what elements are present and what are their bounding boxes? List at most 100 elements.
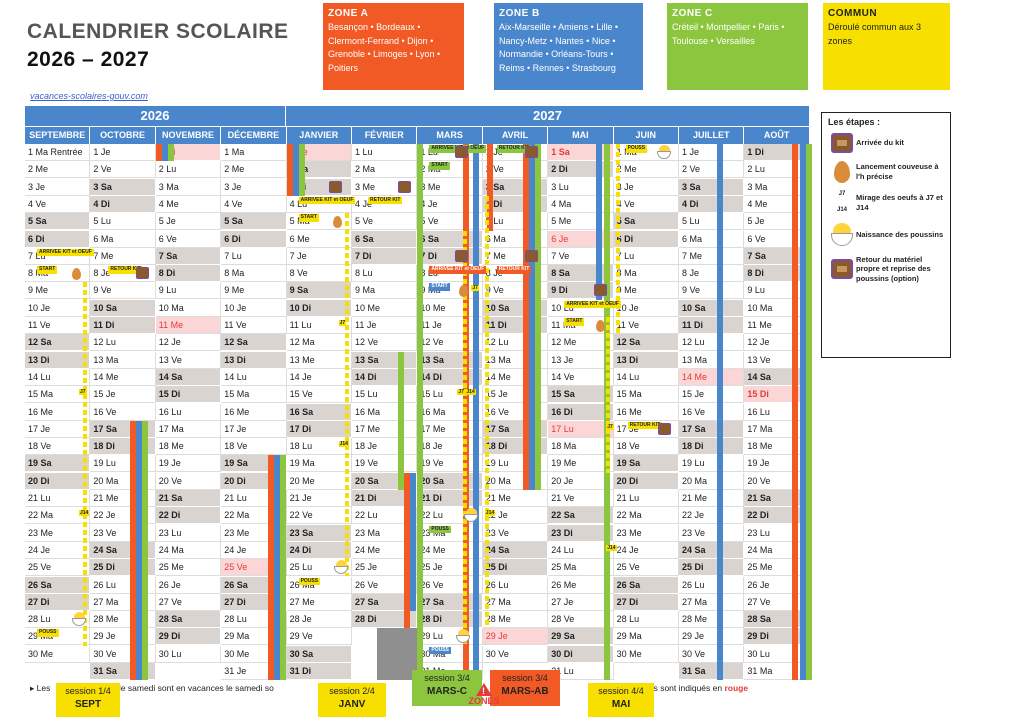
month-header-3: DÉCEMBRE [221, 127, 287, 144]
day-cell: 6 Ma [90, 230, 156, 248]
day-cell: 12 Me [548, 334, 614, 352]
legend-item-egg: Lancement couveuse à l'h précise [828, 161, 944, 183]
day-cell: 15 Di [155, 386, 222, 404]
day-cell: 6 Sa [352, 230, 418, 248]
month-header-5: FÉVRIER [352, 127, 418, 144]
day-cell: 3 Je [25, 178, 91, 196]
day-cell: 24 Ma [155, 541, 222, 559]
day-cell: 16 Me [221, 403, 287, 421]
day-cell: 23 Me [613, 524, 679, 542]
legend-title: Les étapes : [828, 117, 881, 127]
day-cell: 1 Lu [352, 144, 418, 161]
day-cell: 5 Sa [221, 213, 287, 231]
footer-note: ▸ Les urs le samedi sont en vacances le … [30, 683, 749, 693]
legend-return-text: Retour du matériel propre et reprise des… [856, 254, 931, 284]
tag-start: START [429, 162, 450, 170]
day-cell: 10 Je [221, 299, 287, 317]
day-cell: 19 Sa [613, 455, 679, 473]
day-cell: 23 Ve [679, 524, 745, 542]
day-cell: 2 Me [613, 161, 679, 179]
day-cell: 12 Je [155, 334, 222, 352]
day-cell: 4 Di [90, 195, 156, 213]
holiday-zone-bar [800, 144, 807, 681]
day-cell: 12 Lu [679, 334, 745, 352]
day-cell: 26 Je [155, 576, 222, 594]
day-cell: 14 Di [352, 368, 418, 386]
day-cell: 14 Ve [548, 368, 614, 386]
day-cell: 28 Me [482, 611, 549, 629]
kit-box-icon [455, 146, 469, 158]
session-2-label: session 2/4 [329, 686, 375, 696]
day-cell: 28 Lu [613, 611, 679, 629]
empty-cell [377, 628, 418, 681]
holiday-zone-bar [792, 144, 799, 681]
day-cell: 31 Sa [679, 663, 745, 680]
chick-icon [71, 612, 87, 627]
day-cell: 25 Ve [25, 559, 91, 577]
kit-box-icon [524, 249, 538, 262]
chick-icon [463, 508, 479, 523]
day-cell: 26 Ve [352, 576, 418, 594]
day-cell: 1 Je [679, 144, 745, 161]
day-cell: 17 Di [286, 420, 352, 438]
kit-box-icon [398, 180, 411, 193]
egg-icon [596, 320, 606, 332]
legend-item-mirage: J7 J14 Mirage des oeufs à J7 et J14 [828, 191, 944, 215]
day-cell: 23 Ve [482, 524, 549, 542]
holiday-zone-bar [292, 144, 299, 196]
day-cell: 11 Ve [25, 317, 91, 334]
mirage-marker: J7 [338, 320, 347, 326]
day-cell: 8 Ve [286, 265, 352, 283]
kit-box-icon [455, 249, 469, 262]
mirage-marker: J7 [471, 285, 479, 292]
day-cell: 27 Sa [352, 593, 418, 611]
day-cell: 8 Je [679, 265, 745, 283]
day-cell: 18 Ma [548, 438, 614, 456]
day-cell: 28 Me [679, 611, 745, 629]
day-cell: 29 Je [482, 628, 549, 646]
day-cell: 18 Me [155, 438, 222, 456]
day-cell: 21 Sa [155, 490, 222, 507]
day-cell: 7 Sa [155, 247, 222, 265]
day-cell: 2 Me [221, 161, 287, 179]
day-cell: 7 Lu [613, 247, 679, 265]
session-3ab-badge: session 3/4 MARS-AB [490, 670, 560, 706]
day-cell: 15 Ma [221, 386, 287, 404]
kit-box-icon [657, 422, 671, 435]
day-cell: 25 Ma [548, 559, 614, 577]
day-cell: 9 Ve [679, 282, 745, 300]
day-cell: 24 Sa [679, 541, 745, 559]
holiday-zone-bar [417, 144, 424, 162]
month-header-1: OCTOBRE [90, 127, 156, 144]
day-cell: 5 Je [155, 213, 222, 231]
holiday-zone-bar [286, 144, 293, 196]
page-title: CALENDRIER SCOLAIRE [27, 20, 289, 43]
day-cell: 27 Di [613, 593, 679, 611]
holiday-zone-bar [486, 144, 493, 231]
legend-item-kit: Arrivée du kit [828, 133, 944, 153]
day-cell: 5 Lu [90, 213, 156, 231]
tag-arrivee: ARRIVEE KIT et OEUF [298, 196, 356, 205]
day-cell: 23 Di [548, 524, 614, 542]
day-cell: 24 Di [286, 541, 352, 559]
day-cell: 17 Me [352, 420, 418, 438]
day-cell: 2 Ve [679, 161, 745, 179]
day-cell: 14 Lu [613, 368, 679, 386]
day-cell: 20 Di [25, 472, 91, 490]
tag-pouss: POUSS [429, 525, 451, 534]
day-cell: 21 Me [679, 490, 745, 507]
day-cell: 10 Je [613, 299, 679, 317]
day-cell: 25 Ve [613, 559, 679, 577]
holiday-zone-bar [528, 144, 535, 490]
source-link[interactable]: vacances-scolaires-gouv.com [30, 91, 148, 101]
day-cell: 5 Sa [613, 213, 679, 231]
day-cell: 18 Je [352, 438, 418, 456]
day-cell: 29 Ve [286, 628, 352, 646]
holiday-zone-bar [167, 144, 174, 162]
chick-icon [829, 222, 855, 247]
day-cell: 1 Je [90, 144, 156, 161]
day-cell: 16 Ma [352, 403, 418, 421]
zone-b-cities: Aix-Marseille • Amiens • Lille • Nancy-M… [499, 22, 618, 73]
footer-prefix: Les [36, 683, 51, 693]
day-cell: 30 Ve [679, 645, 745, 663]
